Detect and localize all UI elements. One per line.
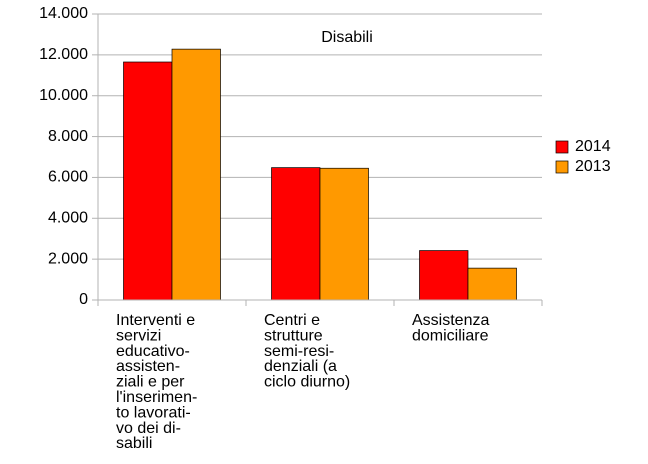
legend-label: 2014 xyxy=(575,138,611,155)
x-tick-label: Interventi e servizi educativo-assisten-zi… xyxy=(116,312,197,452)
bar xyxy=(123,61,173,301)
x-tick-label: Centri e strutture semi-resi-denziali (a ci… xyxy=(264,312,350,391)
legend-swatch xyxy=(555,140,569,154)
y-tick-label: 12.000 xyxy=(39,46,88,63)
x-tick-label: Assistenza domiciliare xyxy=(412,312,489,344)
bar xyxy=(171,48,221,301)
legend-label: 2013 xyxy=(575,158,611,175)
bar xyxy=(319,167,369,301)
y-tick-label: 2.000 xyxy=(48,250,88,267)
chart-title: Disabili xyxy=(321,29,373,46)
y-tick-label: 0 xyxy=(79,291,88,308)
bar xyxy=(271,167,321,301)
y-tick-label: 8.000 xyxy=(48,128,88,145)
y-tick-label: 14.000 xyxy=(39,5,88,22)
bar xyxy=(419,250,469,301)
bar xyxy=(467,267,517,301)
y-tick-label: 6.000 xyxy=(48,169,88,186)
y-tick-label: 10.000 xyxy=(39,87,88,104)
y-tick-label: 4.000 xyxy=(48,210,88,227)
legend-swatch xyxy=(555,160,569,174)
